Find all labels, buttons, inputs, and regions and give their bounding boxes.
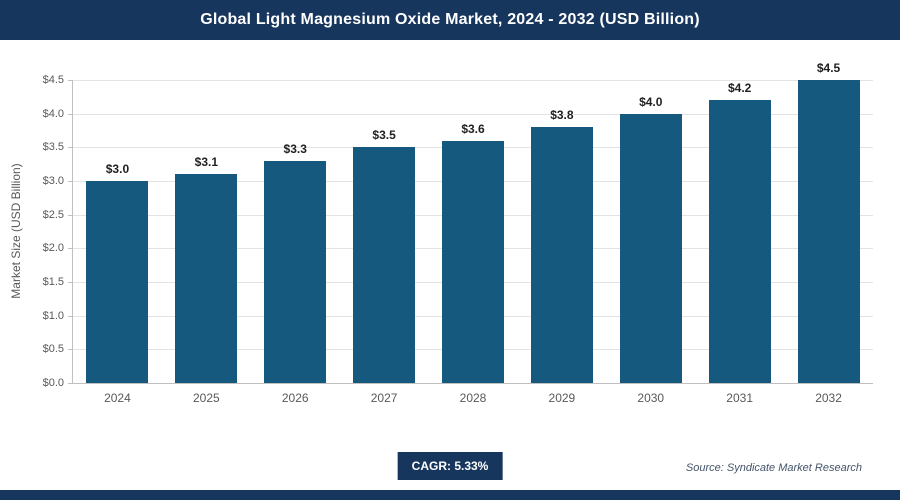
y-tick-label: $0.5	[42, 343, 64, 355]
bar-value-label: $4.5	[816, 61, 841, 75]
y-tick-mark	[68, 282, 72, 283]
source-note: Source: Syndicate Market Research	[685, 462, 862, 474]
bar-2028	[442, 141, 504, 383]
y-tick-label: $4.5	[42, 74, 64, 86]
bar-2032	[798, 80, 860, 383]
gridline	[73, 114, 873, 115]
y-tick-label: $3.0	[42, 175, 64, 187]
x-tick-label: 2030	[637, 391, 665, 405]
x-tick-label: 2025	[192, 391, 220, 405]
y-tick-mark	[68, 349, 72, 350]
y-tick-label: $2.0	[42, 242, 64, 254]
y-tick-label: $1.0	[42, 310, 64, 322]
x-tick-label: 2029	[548, 391, 576, 405]
x-tick-label: 2026	[281, 391, 309, 405]
bar-2027	[353, 147, 415, 383]
plot-area: $3.0 2024 $3.1 2025 $3.3 2026 $3.5 2027 $3.6 2028…	[72, 61, 873, 405]
bar-value-label: $4.2	[727, 81, 752, 95]
bar-value-label: $4.0	[639, 95, 663, 109]
chart-title-bar: Global Light Magnesium Oxide Market, 202…	[0, 0, 900, 40]
bar-2030	[620, 114, 682, 383]
bar-value-label: $3.5	[372, 128, 396, 142]
y-tick-label: $4.0	[42, 108, 64, 120]
y-tick-label: $0.0	[42, 377, 64, 389]
chart-area: Market Size (USD Billion) $3.0 2024 $3.1 20…	[0, 48, 900, 420]
bar-value-label: $3.3	[283, 142, 307, 156]
y-tick-mark	[68, 383, 72, 384]
y-tick-mark	[68, 215, 72, 216]
x-tick-label: 2028	[459, 391, 487, 405]
bar-value-label: $3.6	[461, 122, 485, 136]
bar-2031	[709, 100, 771, 383]
bottom-accent-strip	[0, 490, 900, 500]
y-tick-label: $2.5	[42, 209, 64, 221]
x-tick-label: 2032	[815, 391, 842, 405]
y-tick-mark	[68, 147, 72, 148]
bar-value-label: $3.8	[550, 108, 574, 122]
bar-value-label: $3.0	[105, 162, 130, 176]
bar-2029	[531, 127, 593, 383]
y-tick-mark	[68, 114, 72, 115]
y-tick-mark	[68, 248, 72, 249]
x-tick-label: 2024	[104, 391, 131, 405]
gridline	[73, 80, 873, 81]
bar-2024	[86, 181, 148, 383]
chart-title: Global Light Magnesium Oxide Market, 202…	[200, 11, 700, 28]
y-tick-label: $1.5	[42, 276, 64, 288]
cagr-badge: CAGR: 5.33%	[397, 452, 503, 480]
bar-value-label: $3.1	[194, 155, 219, 169]
x-tick-label: 2027	[370, 391, 398, 405]
y-tick-mark	[68, 181, 72, 182]
y-tick-mark	[68, 80, 72, 81]
x-tick-label: 2031	[726, 391, 754, 405]
y-tick-mark	[68, 316, 72, 317]
bar-2026	[264, 161, 326, 383]
bar-2025	[175, 174, 237, 383]
y-tick-label: $3.5	[42, 141, 64, 153]
